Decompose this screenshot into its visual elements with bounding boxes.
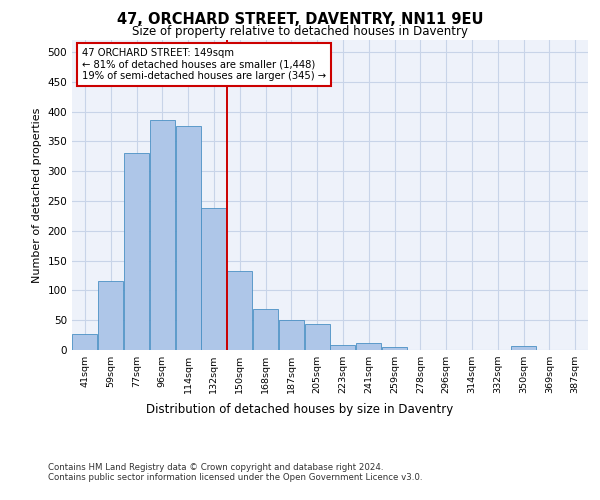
- Bar: [124, 154, 149, 350]
- Bar: [73, 334, 97, 350]
- Bar: [305, 324, 329, 350]
- Bar: [176, 126, 200, 350]
- Bar: [279, 320, 304, 350]
- Bar: [98, 281, 123, 350]
- Bar: [253, 310, 278, 350]
- Bar: [356, 343, 381, 350]
- Text: 47 ORCHARD STREET: 149sqm
← 81% of detached houses are smaller (1,448)
19% of se: 47 ORCHARD STREET: 149sqm ← 81% of detac…: [82, 48, 326, 81]
- Y-axis label: Number of detached properties: Number of detached properties: [32, 108, 42, 282]
- Bar: [202, 208, 226, 350]
- Bar: [511, 346, 536, 350]
- Text: 47, ORCHARD STREET, DAVENTRY, NN11 9EU: 47, ORCHARD STREET, DAVENTRY, NN11 9EU: [117, 12, 483, 28]
- Text: Size of property relative to detached houses in Daventry: Size of property relative to detached ho…: [132, 25, 468, 38]
- Text: Contains public sector information licensed under the Open Government Licence v3: Contains public sector information licen…: [48, 472, 422, 482]
- Bar: [150, 120, 175, 350]
- Bar: [382, 347, 407, 350]
- Bar: [331, 345, 355, 350]
- Text: Contains HM Land Registry data © Crown copyright and database right 2024.: Contains HM Land Registry data © Crown c…: [48, 462, 383, 471]
- Text: Distribution of detached houses by size in Daventry: Distribution of detached houses by size …: [146, 402, 454, 415]
- Bar: [227, 270, 252, 350]
